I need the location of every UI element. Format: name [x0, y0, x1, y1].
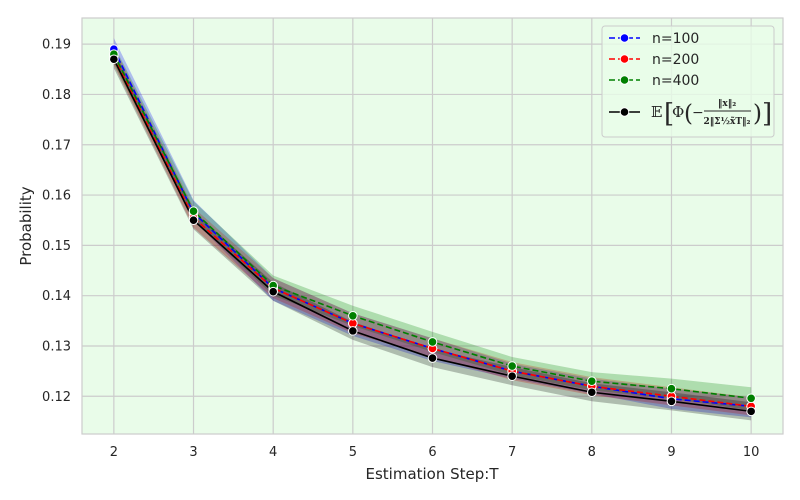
x-tick-label: 10	[743, 445, 760, 460]
series-point-2-8	[587, 376, 597, 386]
series-point-3-9	[666, 396, 677, 407]
y-tick-label: 0.17	[42, 138, 71, 153]
legend: n=100 n=200 n=400 𝔼 [Φ(− ‖x‖₂ 2‖Σ½x̃T‖₂)]	[601, 25, 775, 138]
series-point-2-9	[666, 383, 677, 394]
legend-label-2: n=400	[652, 73, 699, 89]
series-point-2-6	[427, 337, 438, 347]
series-point-3-2	[109, 54, 119, 65]
close-bracket: ]	[762, 99, 772, 129]
series-point-3-3	[188, 215, 199, 226]
y-tick-label: 0.14	[42, 289, 71, 304]
series-markers	[109, 44, 756, 417]
y-tick-label: 0.16	[42, 189, 71, 204]
denominator: 2‖Σ½x̃T‖₂	[703, 116, 750, 127]
series-point-2-5	[348, 310, 358, 321]
numerator: ‖x‖₂	[718, 99, 736, 109]
legend-marker-0	[619, 33, 630, 43]
x-tick-label: 4	[269, 445, 277, 460]
legend-marker-1	[619, 54, 630, 64]
legend-box	[601, 25, 775, 138]
phi-symbol: Φ	[672, 103, 684, 121]
open-paren: (	[684, 101, 693, 127]
x-tick-labels: 2 3 4 5 6 7 8 9 10	[110, 445, 760, 460]
series-point-3-5	[348, 326, 358, 336]
y-tick-label: 0.15	[42, 239, 71, 254]
x-tick-label: 8	[588, 445, 596, 460]
x-tick-label: 7	[508, 445, 516, 460]
x-tick-label: 2	[110, 445, 118, 460]
x-tick-label: 9	[667, 445, 675, 460]
y-tick-label: 0.18	[42, 88, 71, 103]
series-point-3-6	[427, 353, 438, 363]
legend-label-3: 𝔼 [Φ(− ‖x‖₂ 2‖Σ½x̃T‖₂)]	[651, 99, 772, 129]
expectation-symbol: 𝔼	[651, 103, 662, 121]
y-tick-label: 0.13	[42, 339, 71, 354]
series-point-3-7	[507, 371, 517, 381]
x-tick-label: 5	[349, 445, 357, 460]
series-point-2-10	[746, 393, 756, 404]
legend-label-0: n=100	[652, 31, 699, 47]
minus-sign: −	[692, 105, 704, 121]
x-tick-label: 3	[189, 445, 197, 460]
legend-label-1: n=200	[652, 52, 699, 68]
y-tick-label: 0.19	[42, 38, 71, 53]
legend-marker-3	[619, 107, 630, 117]
x-tick-label: 6	[428, 445, 436, 460]
open-bracket: [	[664, 99, 674, 129]
x-axis-label: Estimation Step:T	[365, 465, 499, 483]
series-point-3-8	[587, 387, 597, 398]
y-tick-label: 0.12	[42, 390, 71, 405]
close-paren: )	[753, 101, 762, 127]
series-point-3-4	[268, 286, 278, 297]
legend-marker-2	[619, 75, 630, 85]
series-point-2-3	[188, 206, 199, 216]
y-axis-label: Probability	[17, 186, 35, 265]
y-tick-labels: 0.12 0.13 0.14 0.15 0.16 0.17 0.18 0.19	[42, 38, 71, 405]
series-point-3-10	[746, 406, 756, 417]
series-point-2-7	[507, 361, 517, 371]
